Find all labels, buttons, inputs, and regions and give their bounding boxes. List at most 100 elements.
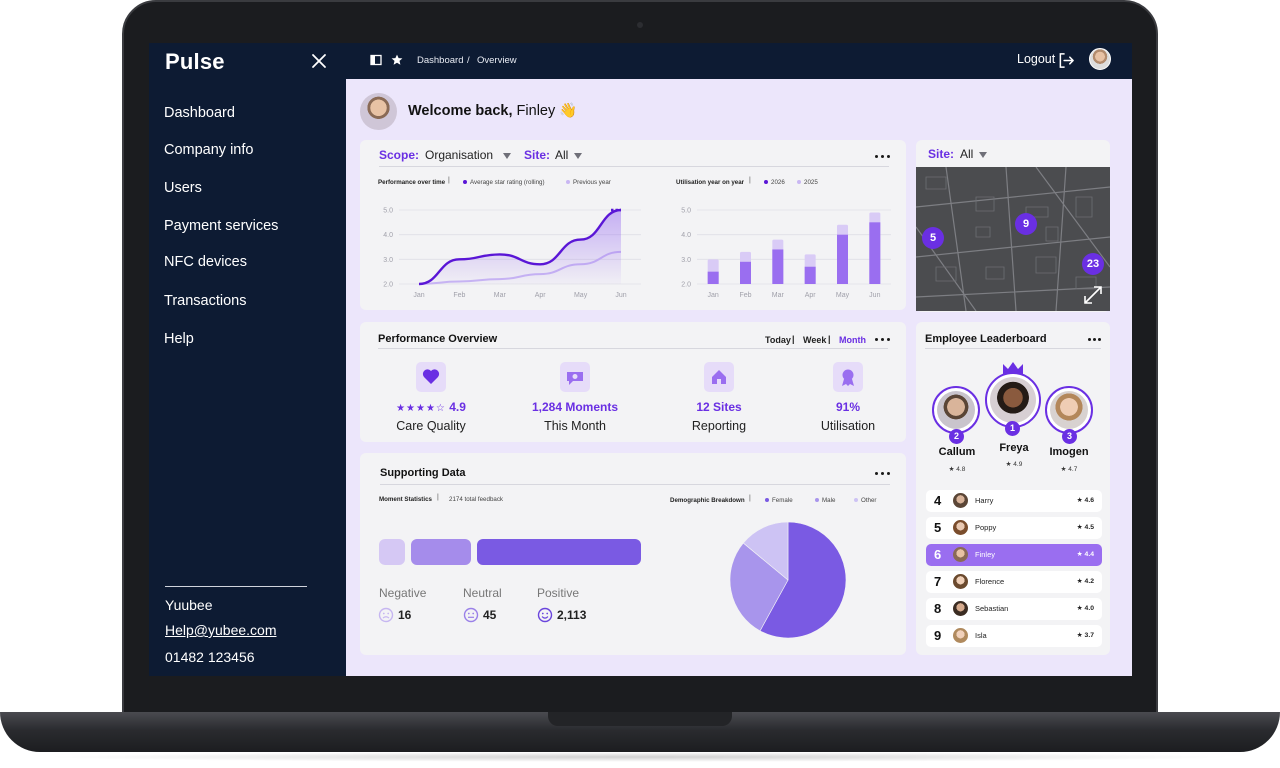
user-avatar[interactable] [1089, 48, 1111, 70]
range-month[interactable]: Month [839, 335, 866, 345]
legend-dot-previous [566, 180, 570, 185]
rating-line [418, 208, 622, 286]
demographic-title: Demographic Breakdown [670, 497, 745, 504]
bar-2026 [869, 222, 881, 284]
map-pin[interactable]: 9 [1015, 213, 1037, 235]
range-today[interactable]: Today [765, 335, 791, 345]
legend-dot-female [765, 498, 769, 503]
leaderboard-row[interactable]: 7 Florence ★ 4.2 [926, 571, 1102, 593]
x-tick-label: Jan [413, 292, 424, 299]
podium-score-3: ★ 4.7 [1060, 466, 1078, 473]
site-map[interactable]: 5 9 23 [916, 167, 1110, 311]
row-score: ★ 4.4 [1076, 551, 1094, 558]
row-name: Harry [975, 496, 994, 505]
map-site-select[interactable]: All [960, 147, 974, 161]
range-week[interactable]: Week [803, 335, 827, 345]
pie-legend-other-label: Other [861, 497, 877, 504]
nav-company-info[interactable]: Company info [164, 142, 254, 158]
charts-more-icon[interactable] [875, 154, 891, 160]
legend-dot-other [854, 498, 858, 503]
site-chevron-down-icon[interactable] [574, 153, 582, 159]
y-tick-label: 5.0 [383, 208, 393, 215]
row-name: Florence [975, 577, 1005, 586]
award-icon [842, 369, 854, 386]
pie-slice-other [742, 521, 789, 581]
x-tick-label: Jun [869, 292, 880, 299]
podium-avatar-2[interactable] [932, 386, 980, 434]
podium-name-1: Freya [999, 442, 1029, 454]
y-tick-label: 5.0 [681, 208, 691, 215]
supporting-more-icon[interactable] [875, 471, 891, 477]
range-separator: | [828, 334, 831, 344]
nav-users[interactable]: Users [164, 180, 202, 196]
pie-legend-male-label: Male [822, 497, 836, 504]
negative-face-icon [378, 607, 394, 623]
crown-icon [1003, 362, 1023, 374]
welcome-avatar [360, 93, 397, 130]
leaderboard-row[interactable]: 4 Harry ★ 4.6 [926, 490, 1102, 512]
total-feedback: 2174 total feedback [449, 496, 504, 503]
nav-nfc-devices[interactable]: NFC devices [164, 254, 247, 270]
x-tick-label: May [574, 292, 588, 299]
row-rank: 8 [934, 601, 942, 616]
podium-score-1: ★ 4.9 [1005, 461, 1023, 468]
scope-label: Scope: [379, 148, 420, 162]
kpi-moments-value: 1,284 Moments [531, 400, 619, 414]
sidebar-toggle-icon[interactable] [370, 54, 382, 66]
logout-button[interactable]: Logout [1017, 52, 1056, 66]
bar-chart-separator: | [749, 177, 751, 184]
scope-chevron-down-icon[interactable] [503, 153, 511, 159]
kpi-care-quality-number: 4.9 [449, 400, 466, 414]
logout-icon[interactable] [1058, 52, 1075, 69]
breadcrumb-separator: / [467, 55, 470, 66]
leaderboard-title: Employee Leaderboard [925, 333, 1047, 345]
line-chart-title: Performance over time [378, 179, 446, 186]
charts-divider [379, 166, 889, 167]
leaderboard-row[interactable]: 9 Isla ★ 3.7 [926, 625, 1102, 647]
leaderboard-row[interactable]: 8 Sebastian ★ 4.0 [926, 598, 1102, 620]
leaderboard-row-active[interactable]: 6 Finley ★ 4.4 [926, 544, 1102, 566]
podium-avatar-1[interactable] [985, 372, 1041, 428]
breadcrumb-dashboard[interactable]: Dashboard [417, 55, 464, 66]
nav-dashboard[interactable]: Dashboard [164, 105, 235, 121]
kpi-icon-box [416, 362, 446, 392]
close-icon[interactable] [311, 53, 327, 69]
map-pin[interactable]: 23 [1082, 253, 1104, 275]
sentiment-neutral-value: 45 [483, 608, 497, 622]
footer-email-link[interactable]: Help@yubee.com [165, 622, 277, 638]
y-tick-label: 3.0 [681, 257, 691, 264]
row-name: Finley [975, 550, 996, 559]
nav-payment-services[interactable]: Payment services [164, 218, 279, 234]
x-tick-label: May [836, 292, 850, 299]
performance-overview-title: Performance Overview [378, 333, 498, 345]
podium-avatar-3[interactable] [1045, 386, 1093, 434]
leaderboard-more-icon[interactable] [1088, 337, 1104, 343]
site-select[interactable]: All [555, 148, 569, 162]
chat-icon [567, 372, 583, 385]
x-tick-label: Feb [453, 292, 465, 299]
star-icon[interactable] [391, 54, 403, 66]
pie-legend-male: Male [815, 497, 835, 504]
positive-bar [477, 539, 641, 565]
map-pin[interactable]: 5 [922, 227, 944, 249]
moment-stats-title: Moment Statistics [379, 496, 432, 503]
legend-dot-2026 [764, 180, 768, 185]
expand-icon[interactable] [1082, 284, 1104, 306]
scope-select[interactable]: Organisation [425, 148, 494, 162]
map-site-label: Site: [928, 147, 955, 161]
leaderboard-row[interactable]: 5 Poppy ★ 4.5 [926, 517, 1102, 539]
row-score: ★ 4.5 [1076, 524, 1094, 531]
perf-more-icon[interactable] [875, 337, 891, 343]
footer-company: Yuubee [165, 597, 213, 613]
camera [637, 22, 643, 28]
nav-transactions[interactable]: Transactions [164, 293, 247, 309]
nav-help[interactable]: Help [164, 331, 194, 347]
laptop-notch [548, 712, 732, 726]
map-site-chevron-down-icon[interactable] [979, 152, 987, 158]
y-tick-label: 2.0 [383, 282, 393, 289]
screen: Pulse Dashboard Company info Users Payme… [149, 43, 1132, 676]
neutral-bar [411, 539, 471, 565]
legend-dot-current [463, 180, 467, 185]
demographic-separator: | [749, 495, 751, 502]
rank-badge-2: 2 [949, 429, 964, 444]
